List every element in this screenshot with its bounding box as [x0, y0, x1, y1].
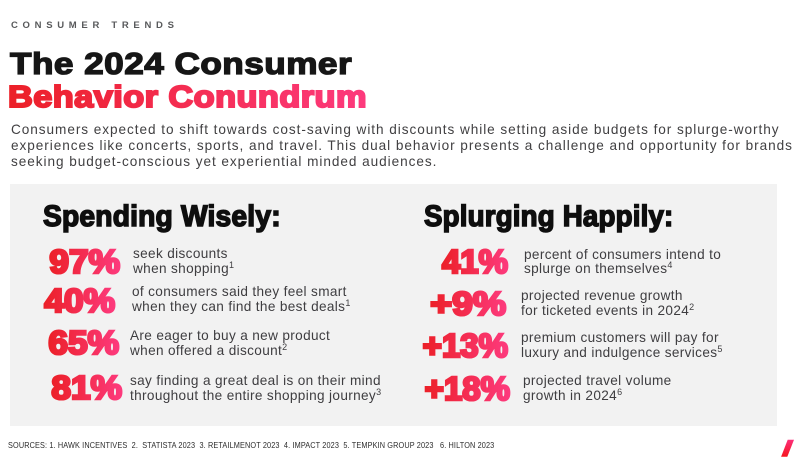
svg-text:81%: 81%	[51, 370, 122, 406]
svg-text:+13%: +13%	[423, 327, 508, 364]
svg-text:65%: 65%	[48, 325, 119, 361]
svg-text:+9%: +9%	[430, 286, 506, 322]
svg-text:41%: 41%	[442, 243, 508, 280]
svg-text:Behavior Conundrum: Behavior Conundrum	[8, 79, 367, 114]
svg-text:40%: 40%	[44, 283, 115, 319]
svg-text:97%: 97%	[49, 244, 120, 280]
svg-text:+18%: +18%	[425, 370, 510, 407]
